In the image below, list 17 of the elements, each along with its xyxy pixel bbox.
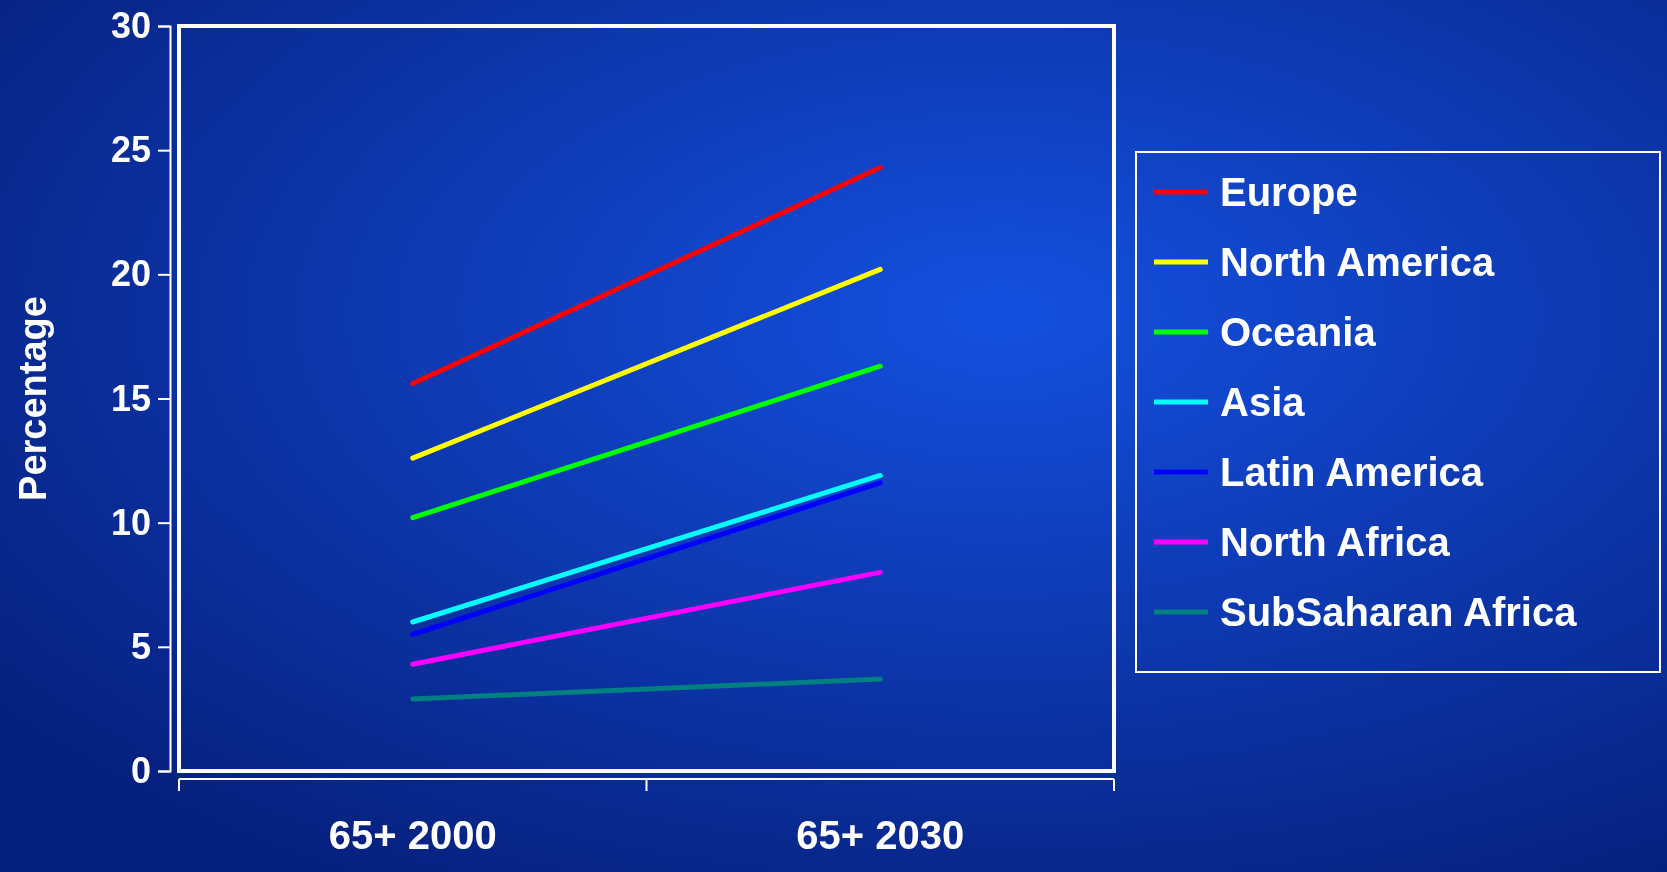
legend-label: Europe [1220, 170, 1358, 214]
y-tick-label: 10 [110, 501, 151, 543]
x-tick-label: 65+ 2000 [328, 813, 497, 857]
legend-label: North America [1220, 240, 1495, 284]
legend-label: SubSaharan Africa [1220, 590, 1578, 634]
y-tick-label: 15 [110, 377, 151, 419]
legend-label: Asia [1220, 380, 1306, 424]
y-axis-title: Percentage [12, 296, 54, 501]
legend-label: Latin America [1220, 450, 1484, 494]
y-tick-label: 25 [110, 129, 151, 171]
y-tick-label: 5 [130, 625, 151, 667]
legend-label: North Africa [1220, 520, 1451, 564]
x-tick-label: 65+ 2030 [796, 813, 965, 857]
y-tick-label: 0 [130, 750, 151, 792]
y-tick-label: 20 [110, 253, 151, 295]
legend-label: Oceania [1220, 310, 1377, 354]
y-tick-label: 30 [110, 5, 151, 47]
